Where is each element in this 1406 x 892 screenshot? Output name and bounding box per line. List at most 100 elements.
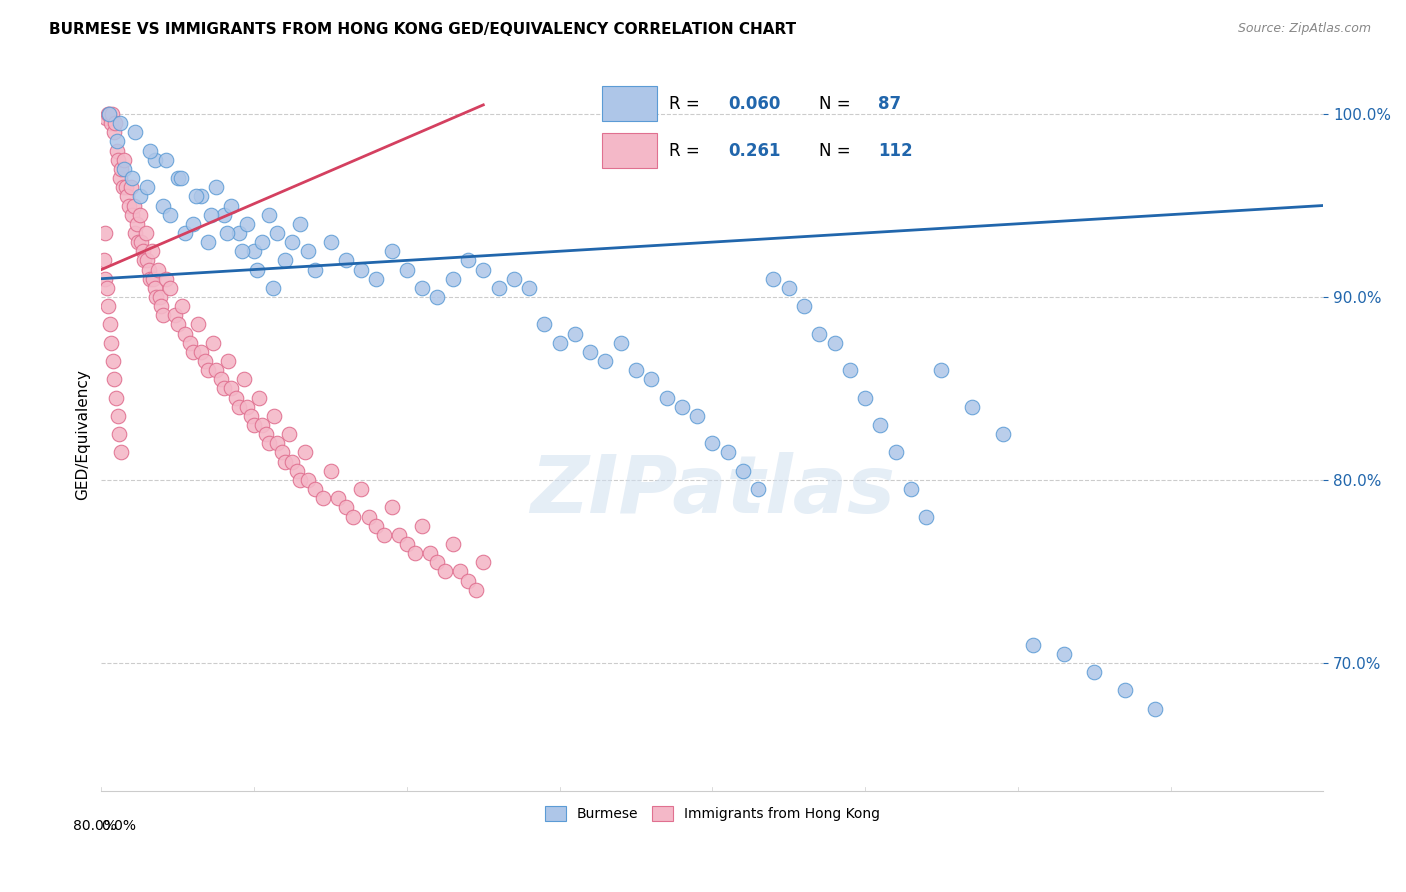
Point: [250, 235, 273, 249]
Point: [266, 226, 288, 240]
Point: [297, 244, 319, 259]
Point: [122, 198, 145, 212]
Point: [319, 464, 342, 478]
Point: [98, 107, 121, 121]
Point: [120, 180, 142, 194]
Point: [215, 226, 238, 240]
Point: [200, 208, 222, 222]
Point: [98, 107, 121, 121]
Y-axis label: GED/Equivalency: GED/Equivalency: [76, 368, 90, 500]
Point: [350, 262, 373, 277]
FancyBboxPatch shape: [602, 87, 658, 121]
Point: [112, 153, 135, 167]
Point: [281, 455, 304, 469]
Point: [595, 354, 617, 368]
Point: [274, 253, 297, 268]
Point: [143, 281, 166, 295]
Point: [93, 253, 115, 268]
Point: [155, 153, 177, 167]
Point: [136, 180, 159, 194]
Point: [181, 344, 204, 359]
Point: [111, 180, 134, 194]
Point: [278, 427, 301, 442]
Point: [762, 271, 785, 285]
Point: [136, 253, 159, 268]
Text: 0.060: 0.060: [728, 95, 780, 112]
Point: [143, 153, 166, 167]
Point: [254, 427, 277, 442]
Point: [152, 198, 174, 212]
Point: [731, 464, 754, 478]
Point: [294, 445, 316, 459]
Point: [197, 363, 219, 377]
Point: [1022, 638, 1045, 652]
Point: [472, 555, 495, 569]
Point: [146, 262, 169, 277]
Text: 112: 112: [877, 142, 912, 160]
Point: [366, 518, 388, 533]
Point: [197, 235, 219, 249]
Text: R =: R =: [669, 142, 706, 160]
Point: [426, 555, 449, 569]
Point: [285, 464, 308, 478]
Point: [1144, 701, 1167, 715]
Point: [472, 262, 495, 277]
Legend: Burmese, Immigrants from Hong Kong: Burmese, Immigrants from Hong Kong: [538, 801, 886, 827]
Point: [135, 226, 157, 240]
Text: ZIPatlas: ZIPatlas: [530, 452, 894, 530]
Point: [808, 326, 831, 341]
Point: [717, 445, 740, 459]
Point: [110, 161, 132, 176]
Point: [395, 537, 418, 551]
Point: [1083, 665, 1105, 679]
Point: [247, 391, 270, 405]
Point: [101, 107, 124, 121]
Point: [179, 335, 201, 350]
Point: [97, 299, 120, 313]
Point: [134, 253, 156, 268]
Point: [297, 473, 319, 487]
Point: [110, 445, 132, 459]
Point: [118, 198, 141, 212]
Point: [100, 116, 122, 130]
Point: [304, 482, 326, 496]
Point: [228, 226, 250, 240]
Point: [335, 500, 357, 515]
Point: [139, 144, 162, 158]
Point: [125, 217, 148, 231]
Point: [231, 244, 253, 259]
Point: [263, 409, 285, 423]
Point: [115, 180, 138, 194]
Point: [404, 546, 426, 560]
Point: [221, 381, 243, 395]
Point: [900, 482, 922, 496]
Point: [793, 299, 815, 313]
Point: [104, 116, 127, 130]
Point: [266, 436, 288, 450]
Point: [174, 326, 197, 341]
Point: [357, 509, 380, 524]
Point: [159, 208, 181, 222]
Point: [138, 262, 160, 277]
Point: [915, 509, 938, 524]
Point: [201, 335, 224, 350]
Point: [166, 318, 188, 332]
Point: [869, 417, 891, 432]
Point: [464, 582, 486, 597]
Point: [373, 528, 395, 542]
Point: [212, 381, 235, 395]
Point: [124, 125, 146, 139]
Point: [262, 281, 284, 295]
Point: [411, 281, 433, 295]
Point: [105, 144, 128, 158]
Point: [747, 482, 769, 496]
Point: [1053, 647, 1076, 661]
Point: [235, 400, 257, 414]
Point: [187, 318, 209, 332]
Point: [246, 262, 269, 277]
Point: [128, 208, 150, 222]
Point: [212, 208, 235, 222]
Point: [194, 354, 217, 368]
Point: [243, 244, 266, 259]
Point: [117, 189, 139, 203]
